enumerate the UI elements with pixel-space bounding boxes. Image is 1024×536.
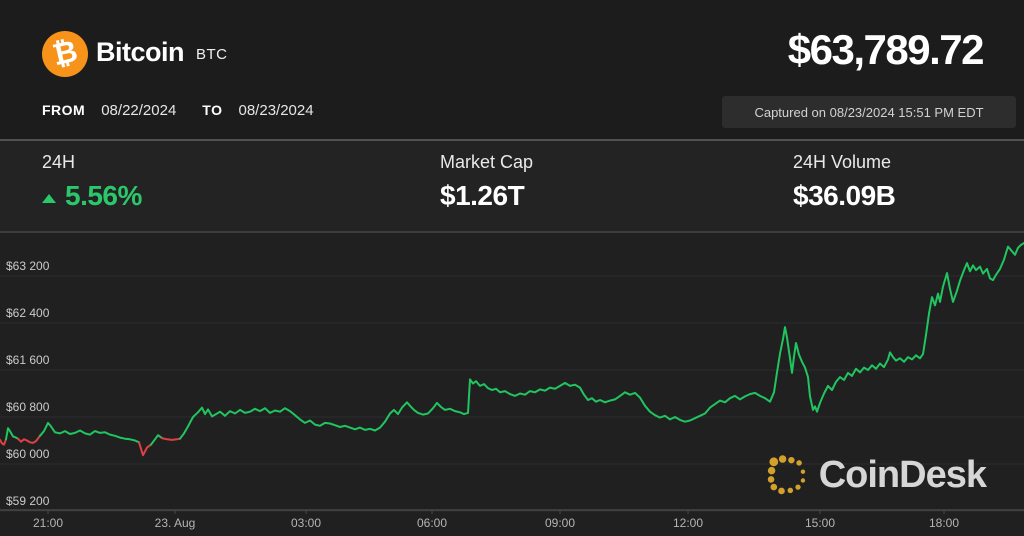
coindesk-icon	[767, 455, 805, 495]
captured-timestamp-badge: Captured on 08/23/2024 15:51 PM EDT	[722, 96, 1016, 128]
coin-ticker: BTC	[196, 46, 228, 63]
change-percent: 5.56%	[65, 180, 142, 211]
stat-label: 24H	[42, 152, 76, 172]
stat-24h-volume: 24H Volume $36.09B	[793, 141, 896, 212]
svg-text:$61 600: $61 600	[6, 353, 50, 367]
svg-text:23. Aug: 23. Aug	[155, 516, 196, 530]
stat-24h-change: 24H 5.56%	[42, 141, 142, 212]
svg-text:09:00: 09:00	[545, 516, 575, 530]
coindesk-logo: CoinDesk	[765, 453, 987, 497]
header: ₿ Bitcoin BTC $63,789.72 FROM 08/22/2024…	[0, 0, 1024, 139]
to-label: TO	[202, 102, 223, 118]
coindesk-wordmark: CoinDesk	[818, 453, 987, 496]
stat-market-cap: Market Cap $1.26T	[440, 141, 533, 212]
stats-row: 24H 5.56% Market Cap $1.26T 24H Volume $…	[0, 139, 1024, 233]
svg-text:$60 800: $60 800	[6, 400, 50, 414]
svg-text:$62 400: $62 400	[6, 306, 50, 320]
stat-value-change: 5.56%	[42, 180, 142, 212]
stat-value-market-cap: $1.26T	[440, 180, 525, 211]
svg-text:$63 200: $63 200	[6, 259, 50, 273]
from-label: FROM	[42, 102, 86, 118]
svg-text:$59 200: $59 200	[6, 494, 50, 508]
from-date: 08/22/2024	[101, 102, 177, 119]
stat-label: 24H Volume	[793, 152, 892, 172]
stat-label: Market Cap	[440, 152, 534, 172]
up-triangle-icon	[42, 193, 56, 203]
current-price: $63,789.72	[787, 26, 985, 73]
price-line-chart: $63 200 $62 400 $61 600 $60 800 $60 000 $59 2…	[0, 242, 1024, 530]
stat-value-volume: $36.09B	[793, 180, 896, 211]
date-range: FROM 08/22/2024 TO 08/23/2024	[42, 102, 340, 119]
svg-text:12:00: 12:00	[673, 516, 703, 530]
svg-text:18:00: 18:00	[929, 516, 959, 530]
svg-text:$60 000: $60 000	[6, 447, 50, 461]
svg-text:15:00: 15:00	[805, 516, 835, 530]
svg-text:03:00: 03:00	[291, 516, 321, 530]
bitcoin-b-glyph: ₿	[49, 33, 81, 74]
svg-text:21:00: 21:00	[33, 516, 63, 530]
price-chart: $63 200 $62 400 $61 600 $60 800 $60 000 $59 2…	[0, 233, 1024, 536]
to-date: 08/23/2024	[238, 102, 314, 119]
bitcoin-logo-icon: ₿	[42, 31, 88, 77]
coin-name: Bitcoin	[96, 37, 185, 67]
svg-text:06:00: 06:00	[417, 516, 447, 530]
